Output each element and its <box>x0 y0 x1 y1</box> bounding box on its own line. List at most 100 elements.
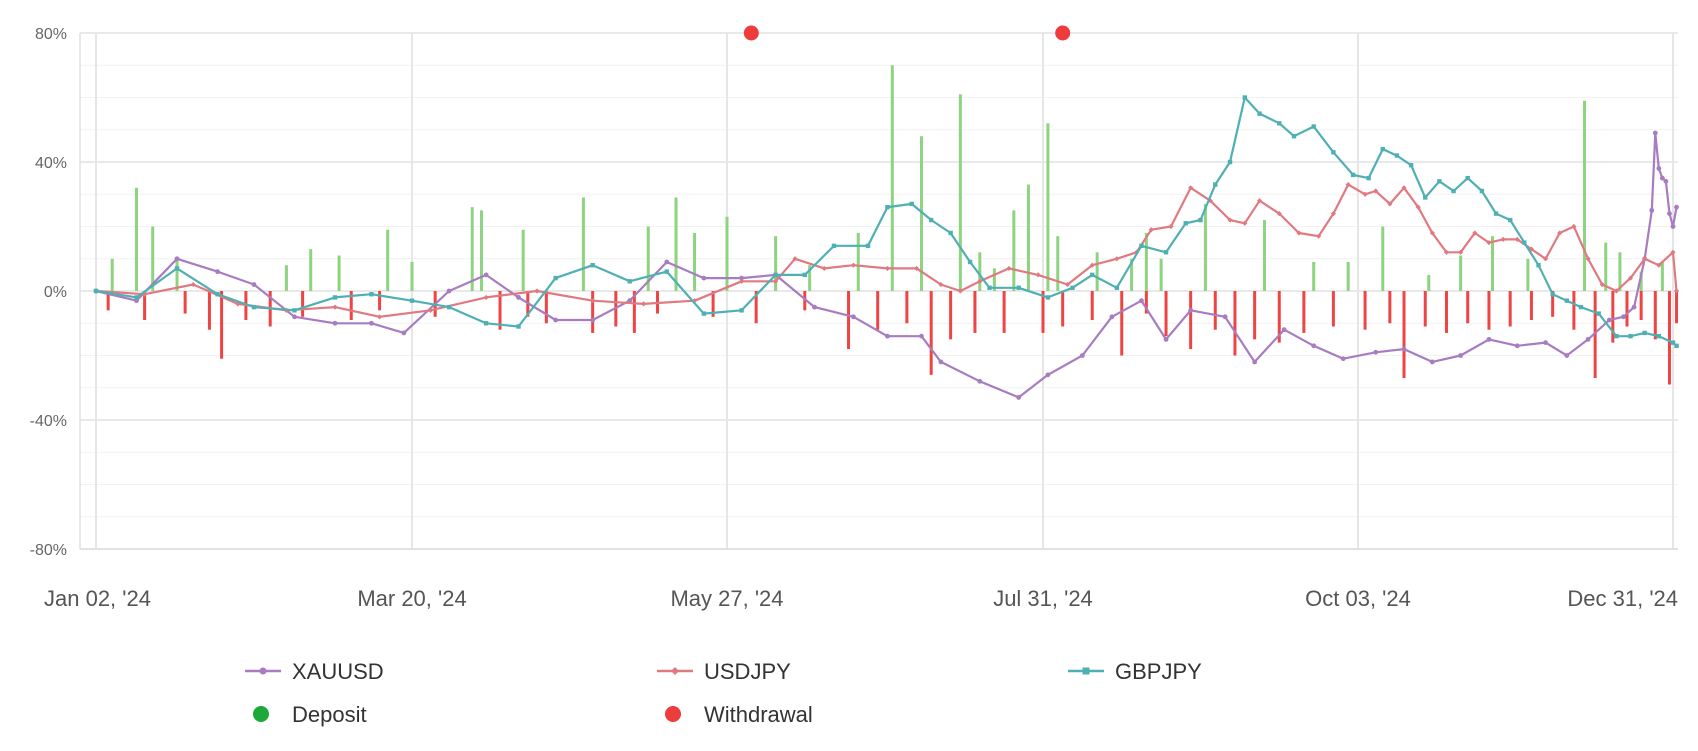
deposit-bar <box>581 197 585 291</box>
legend-label: Withdrawal <box>704 702 813 727</box>
deposit-bar <box>151 226 155 291</box>
data-point <box>251 304 257 310</box>
deposit-bar <box>1660 261 1664 291</box>
withdrawal-bar <box>106 291 110 311</box>
data-point <box>865 243 871 249</box>
data-point <box>967 259 973 265</box>
data-point <box>1642 330 1647 336</box>
data-point <box>773 272 778 278</box>
withdrawal-bar <box>1233 291 1237 356</box>
data-point <box>1394 153 1400 158</box>
data-point <box>1542 256 1549 262</box>
deposit-bar <box>337 255 341 291</box>
deposit-bar <box>774 236 778 291</box>
deposit-bar <box>992 268 996 291</box>
x-tick-label: Mar 20, '24 <box>357 586 466 611</box>
deposit-bar <box>890 65 894 291</box>
data-point <box>1281 327 1287 333</box>
deposit-bar <box>1490 236 1494 291</box>
y-tick-label: -40% <box>30 413 67 430</box>
data-point <box>977 278 983 284</box>
deposit-bar <box>1639 271 1643 291</box>
data-point <box>1045 372 1051 378</box>
data-point <box>802 272 807 278</box>
withdrawal-bar <box>1466 291 1470 324</box>
y-tick-label: 80% <box>35 26 67 43</box>
deposit-bar <box>110 258 114 291</box>
deposit-bar <box>808 265 812 291</box>
data-point <box>1437 179 1442 184</box>
x-tick-label: Jul 31, '24 <box>993 586 1093 611</box>
withdrawal-bar <box>207 291 211 330</box>
data-point <box>1528 246 1535 252</box>
deposit-bar <box>1144 232 1148 291</box>
withdrawal-bar <box>1061 291 1065 327</box>
data-point <box>919 333 924 339</box>
legend-item-usdjpy[interactable]: USDJPY <box>657 659 791 684</box>
data-point <box>1564 298 1570 303</box>
data-point <box>1663 178 1669 184</box>
x-tick-label: May 27, '24 <box>670 586 783 611</box>
data-point <box>1652 130 1658 136</box>
data-point <box>1536 263 1541 268</box>
data-point <box>1340 356 1346 362</box>
data-point <box>376 314 383 320</box>
y-tick-label: -80% <box>30 542 67 559</box>
data-point <box>1242 95 1247 100</box>
legend-item-withdrawal[interactable]: Withdrawal <box>665 702 813 727</box>
withdrawal-bar <box>632 291 636 333</box>
data-point <box>332 304 338 310</box>
withdrawal-bar <box>1090 291 1094 321</box>
data-point <box>1222 314 1228 320</box>
data-point <box>1522 240 1527 245</box>
legend-item-gbpjpy[interactable]: GBPJPY <box>1068 659 1202 684</box>
data-point <box>1277 121 1282 126</box>
withdrawal-bar <box>1572 291 1576 330</box>
data-point <box>1443 249 1450 255</box>
data-point <box>401 330 407 336</box>
deposit-bar <box>856 232 860 291</box>
data-point <box>1242 220 1248 226</box>
deposit-bar <box>135 187 139 291</box>
data-point <box>1571 223 1577 230</box>
withdrawal-bar <box>1277 291 1281 343</box>
data-point <box>938 281 944 288</box>
data-point <box>553 317 559 323</box>
data-point <box>1387 201 1393 207</box>
data-point <box>1090 272 1095 278</box>
data-point <box>1493 211 1499 216</box>
data-point <box>1168 223 1174 230</box>
series-gbpjpy <box>93 95 1679 349</box>
withdrawal-bar <box>498 291 502 330</box>
data-point <box>1296 230 1302 236</box>
legend[interactable]: XAUUSD USDJPY GBPJPY Deposit Withdrawal <box>245 659 1202 727</box>
data-point <box>1514 236 1520 242</box>
withdrawal-bar <box>1508 291 1512 327</box>
legend-item-deposit[interactable]: Deposit <box>253 702 367 727</box>
data-point <box>1207 198 1213 204</box>
data-point <box>1423 195 1428 200</box>
deposit-bar <box>1312 261 1316 291</box>
deposit-bar <box>1262 220 1266 291</box>
withdrawal-bar <box>1487 291 1491 330</box>
legend-label: Deposit <box>292 702 367 727</box>
deposit-bar <box>1026 184 1030 291</box>
x-tick-label: Jan 02, '24 <box>44 586 151 611</box>
legend-item-xauusd[interactable]: XAUUSD <box>245 659 384 684</box>
data-point <box>1674 343 1679 349</box>
data-point <box>1472 230 1478 236</box>
withdrawal-bar <box>1002 291 1006 333</box>
data-point <box>1429 359 1435 365</box>
data-point <box>1415 204 1421 210</box>
data-point <box>1291 134 1297 139</box>
withdrawal-bar <box>1625 291 1629 327</box>
withdrawal-bar <box>973 291 977 333</box>
deposit-bar <box>1159 258 1163 291</box>
data-point <box>1331 150 1336 155</box>
data-point <box>1667 211 1672 217</box>
data-point <box>215 269 220 275</box>
data-point <box>1252 359 1258 365</box>
data-point <box>1079 353 1085 358</box>
data-point <box>1627 275 1634 281</box>
